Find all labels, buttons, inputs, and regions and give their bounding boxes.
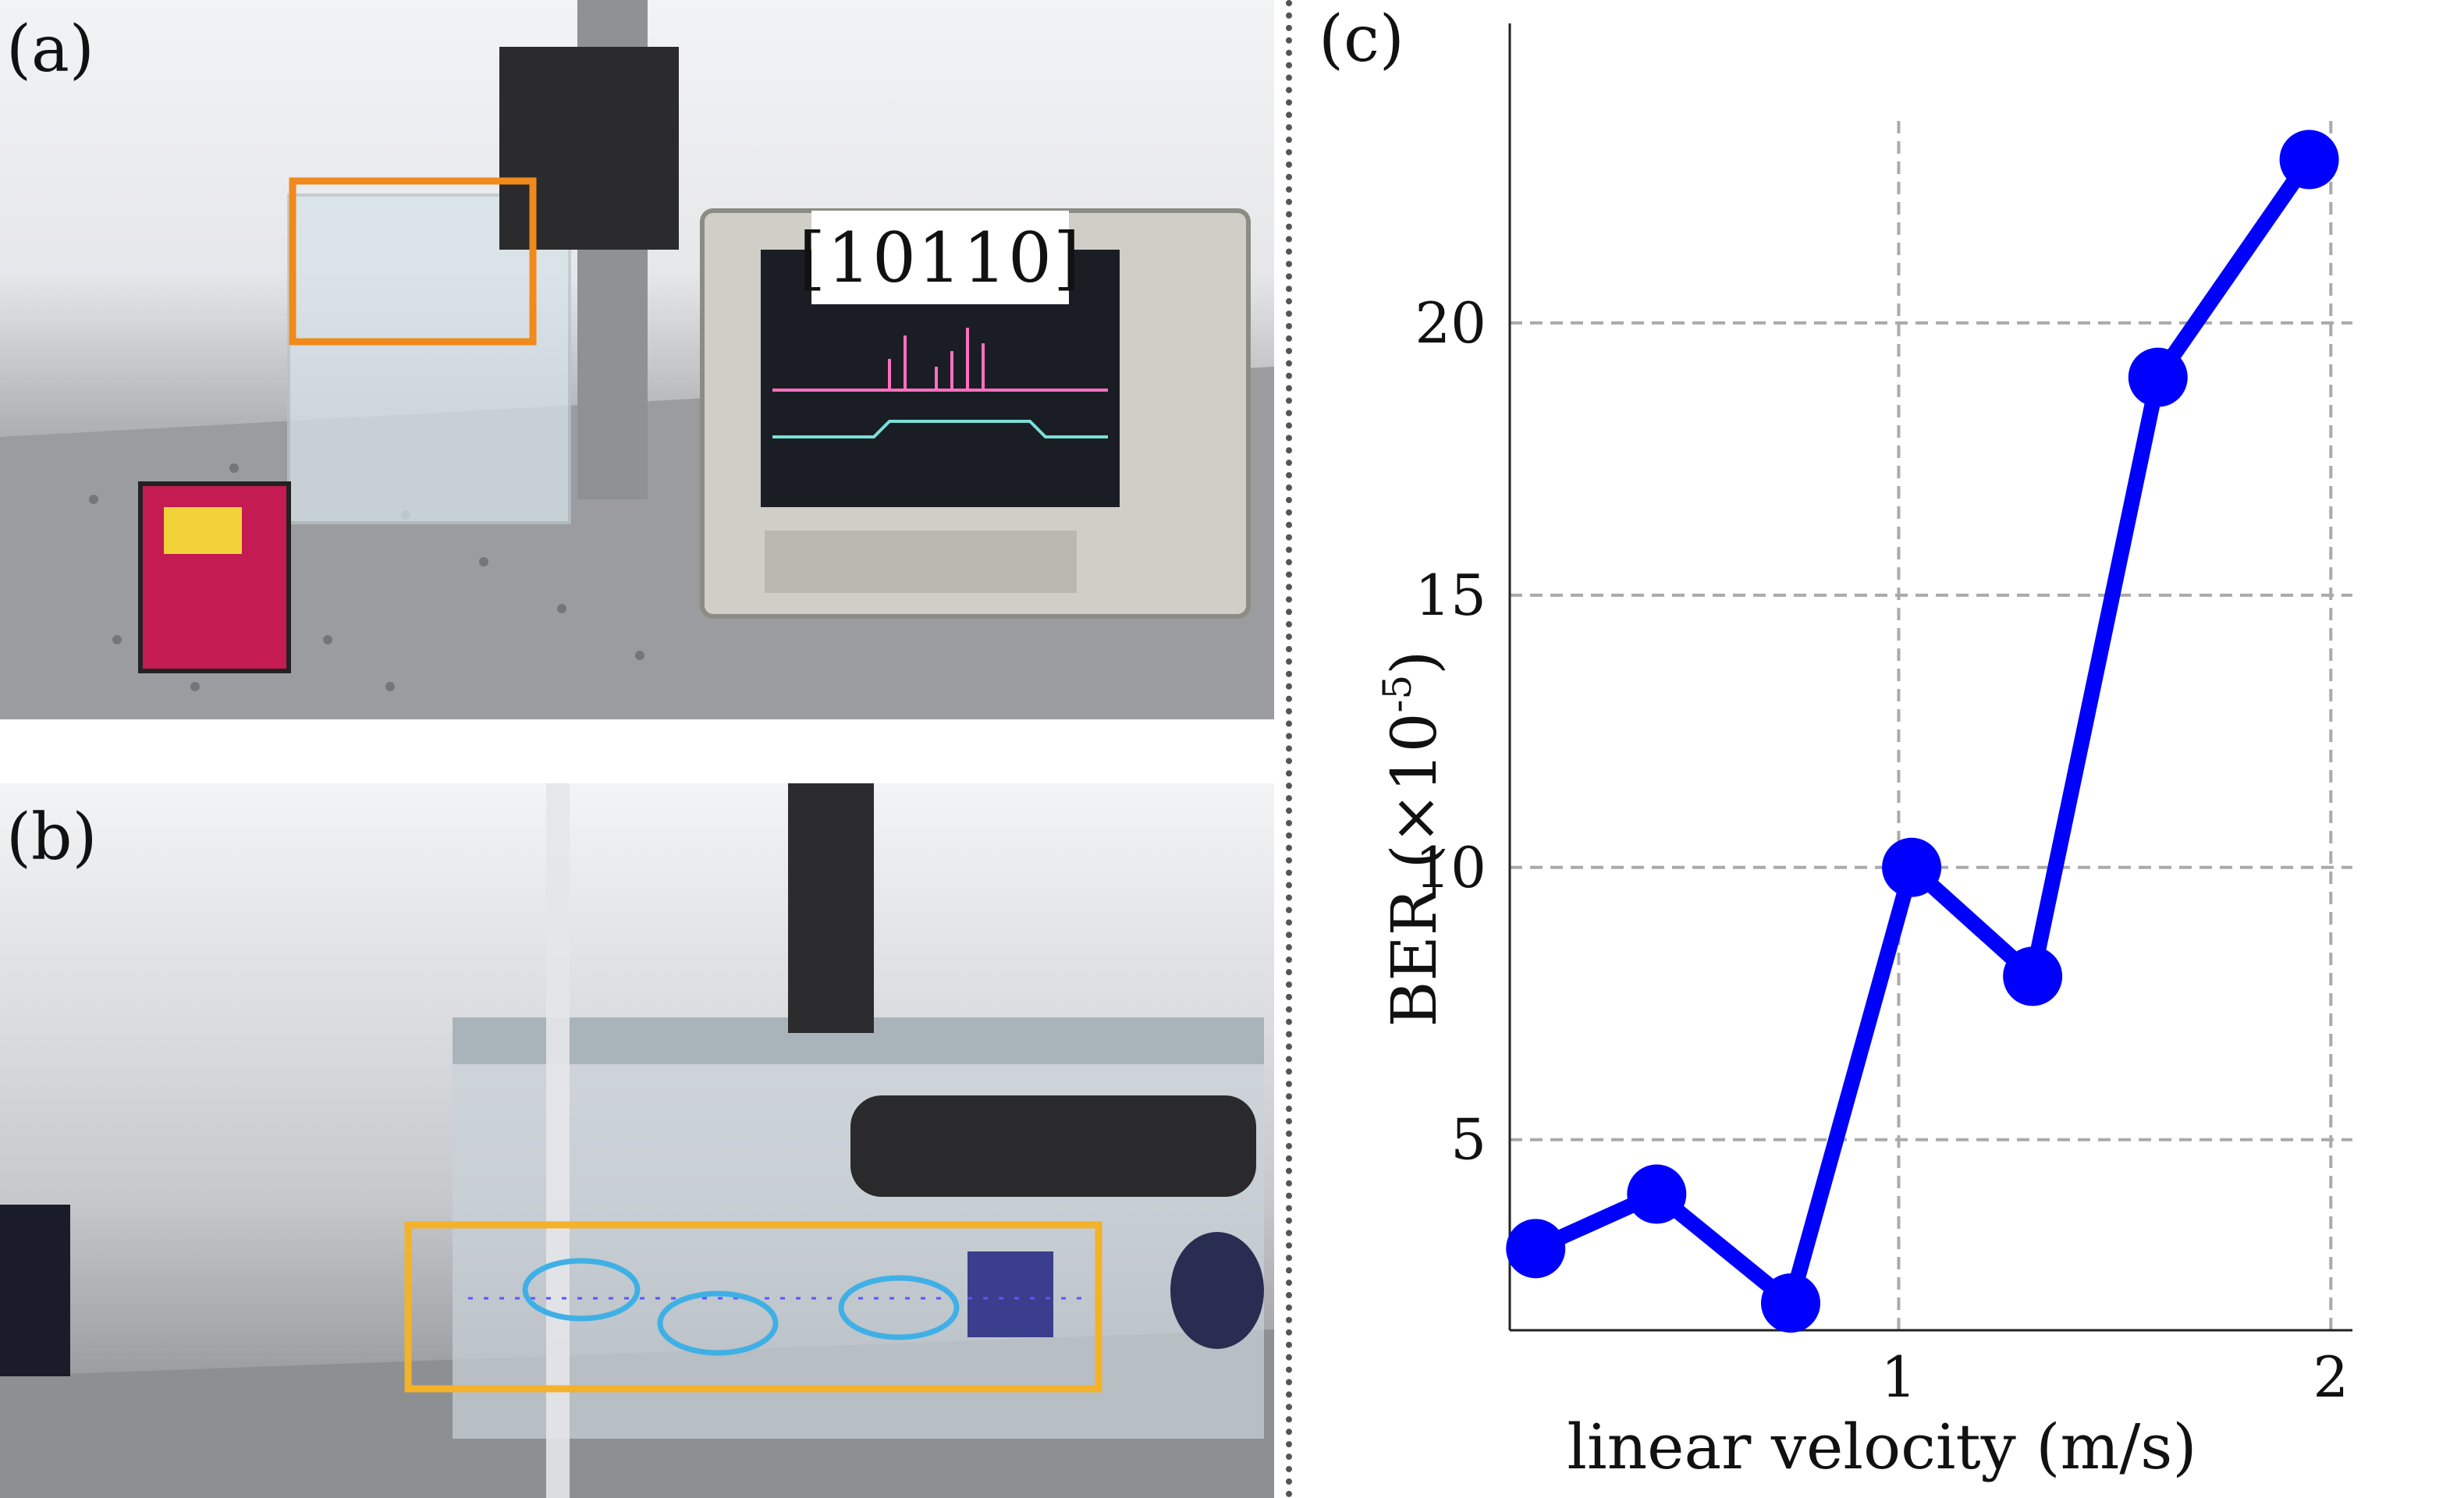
- setup-illustration: [0, 0, 1274, 719]
- series-line: [1532, 154, 2316, 1312]
- tank-wall-edge: [546, 783, 570, 1498]
- ber-chart: (c) 1 2 5 10 15 20 linear velocity (m/s) BER …: [1319, 2, 2352, 1483]
- transmitter-highlight-box: [289, 177, 537, 346]
- panel-a-photo: (a) [10110]: [0, 0, 1274, 719]
- bubble-ellipse-2: [657, 1290, 779, 1356]
- data-point: [1761, 1273, 1820, 1333]
- data-point: [2279, 130, 2339, 190]
- oscilloscope-bit-label: [10110]: [799, 211, 1080, 304]
- bubble-ellipse-3: [838, 1275, 960, 1340]
- data-point: [1506, 1219, 1566, 1279]
- panel-b-label: (b): [6, 800, 98, 875]
- transmitter-mount: [788, 783, 874, 1033]
- chart-series: [1506, 130, 2339, 1333]
- panel-b-photo: (b): [0, 783, 1274, 1498]
- data-point: [1627, 1164, 1687, 1224]
- oscilloscope-pulses: [888, 328, 985, 390]
- receiver-assembly: [850, 1095, 1256, 1197]
- chart-ticks: 1 2 5 10 15 20: [1415, 290, 2349, 1410]
- y-axis-label-suffix: ): [1378, 651, 1450, 675]
- data-point: [1882, 837, 1942, 897]
- data-point: [2003, 946, 2063, 1006]
- panel-a-label: (a): [6, 12, 94, 87]
- beam-highlight-box: [404, 1221, 1102, 1393]
- chart-axes: [1508, 23, 2352, 1332]
- x-tick-label: 2: [2313, 1344, 2349, 1410]
- y-axis-label-exponent: -5: [1375, 675, 1420, 713]
- y-tick-label: 5: [1450, 1107, 1486, 1173]
- y-tick-label: 15: [1415, 563, 1486, 628]
- y-tick-label: 10: [1415, 835, 1486, 900]
- laser-warning-label: [164, 507, 242, 554]
- y-tick-label: 20: [1415, 290, 1486, 356]
- mount-bracket: [499, 47, 679, 250]
- laser-head: [0, 1205, 70, 1376]
- bubble-ellipse-1: [522, 1258, 641, 1322]
- x-tick-label: 1: [1881, 1344, 1917, 1410]
- y-axis-label: BER (×10-5): [1375, 651, 1450, 1028]
- panel-c-label: (c): [1319, 2, 1404, 76]
- oscilloscope-trace-1: [772, 420, 1108, 438]
- chart-grid: [1510, 121, 2352, 1330]
- data-point: [2128, 347, 2188, 407]
- y-axis-label-main: BER (×10: [1378, 713, 1450, 1028]
- oscilloscope-inputs: [765, 531, 1077, 593]
- receiver-lens: [1170, 1232, 1264, 1349]
- water-volume: [453, 1033, 1264, 1439]
- panel-divider: [1286, 0, 1292, 1498]
- x-axis-label: linear velocity (m/s): [1567, 1411, 2196, 1483]
- photodetector: [967, 1251, 1053, 1337]
- tank-illustration: [0, 783, 1274, 1498]
